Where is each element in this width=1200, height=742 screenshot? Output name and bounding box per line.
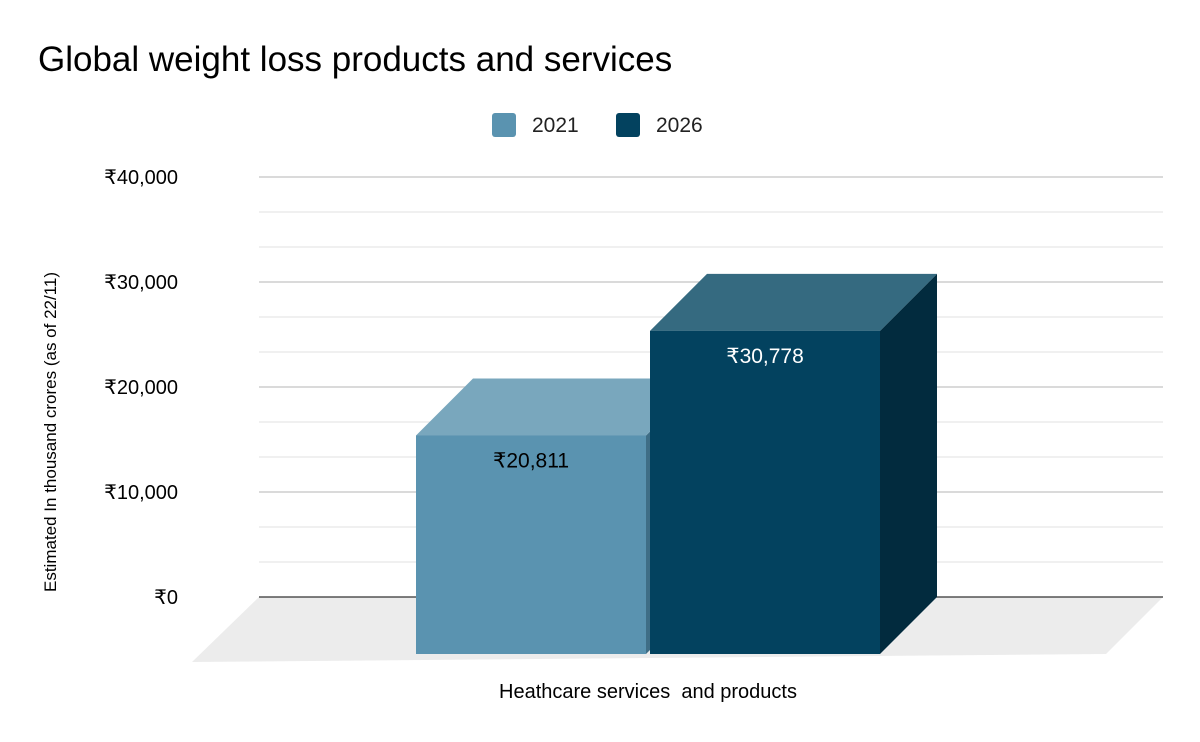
bar-top-face — [416, 378, 703, 436]
x-category-label: Heathcare services and products — [499, 681, 797, 703]
bar-front-face — [416, 435, 646, 654]
legend: 2021 2026 — [492, 113, 703, 137]
bars — [416, 273, 937, 654]
data-label-2026: ₹30,778 — [726, 345, 804, 368]
data-labels: ₹20,811 ₹30,778 — [493, 345, 804, 473]
legend-label: 2021 — [532, 114, 579, 137]
y-axis-label: Estimated In thousand crores (as of 22/1… — [41, 272, 60, 592]
bar-side-face — [880, 273, 937, 654]
y-tick-label: ₹0 — [154, 587, 178, 609]
bar-top-face — [650, 273, 937, 331]
y-axis-ticks: ₹0 ₹10,000 ₹20,000 ₹30,000 ₹40,000 — [104, 167, 178, 609]
chart-title: Global weight loss products and services — [38, 40, 673, 79]
legend-swatch — [616, 113, 640, 137]
bar-front-face — [650, 330, 880, 654]
y-tick-label: ₹20,000 — [104, 377, 178, 399]
legend-swatch — [492, 113, 516, 137]
data-label-2021: ₹20,811 — [493, 449, 569, 472]
legend-item-2021: 2021 — [492, 113, 579, 137]
y-tick-label: ₹40,000 — [104, 167, 178, 189]
legend-label: 2026 — [656, 114, 703, 137]
bar-2026 — [650, 273, 937, 654]
y-tick-label: ₹10,000 — [104, 482, 178, 504]
y-tick-label: ₹30,000 — [104, 272, 178, 294]
legend-item-2026: 2026 — [616, 113, 703, 137]
